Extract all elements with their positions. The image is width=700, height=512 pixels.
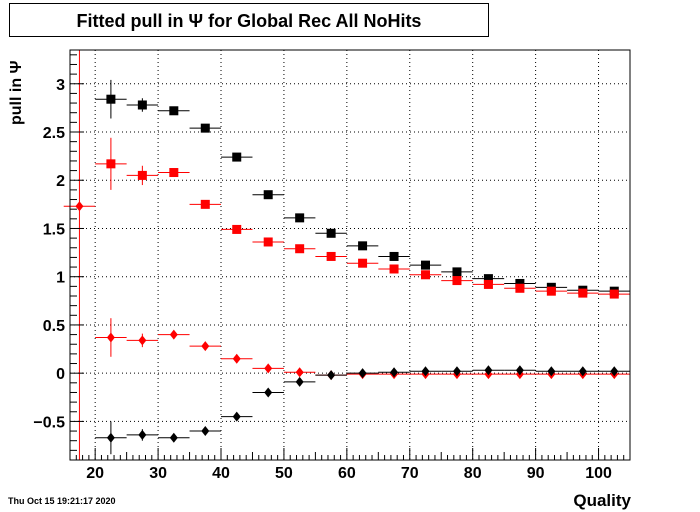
chart-title: Fitted pull in Ψ for Global Rec All NoHi… xyxy=(76,11,422,31)
data-point-square xyxy=(389,251,399,261)
data-point-square xyxy=(546,286,556,296)
data-point-diamond xyxy=(484,365,493,376)
data-point-diamond xyxy=(295,367,304,378)
data-point-diamond xyxy=(106,432,115,443)
x-tick-label: 50 xyxy=(275,465,293,482)
data-point-square xyxy=(452,276,462,286)
y-tick-label: 1.5 xyxy=(43,221,65,238)
data-point-square xyxy=(326,228,336,238)
data-point-diamond xyxy=(138,335,147,346)
y-tick-label: 0 xyxy=(56,366,65,383)
data-point-square xyxy=(169,106,179,116)
data-point-diamond xyxy=(390,367,399,378)
data-point-diamond xyxy=(264,363,273,374)
y-tick-label: 2.5 xyxy=(43,125,65,142)
y-tick-label: 0.5 xyxy=(43,318,65,335)
x-tick-label: 40 xyxy=(212,465,230,482)
data-point-diamond xyxy=(201,426,210,437)
x-tick-label: 20 xyxy=(86,465,104,482)
data-point-square xyxy=(389,264,399,274)
data-point-diamond xyxy=(106,332,115,343)
data-point-square xyxy=(483,274,493,284)
x-axis-label: Quality xyxy=(573,491,631,510)
data-point-diamond xyxy=(421,366,430,377)
data-point-square xyxy=(421,270,431,280)
y-tick-label: 1 xyxy=(56,270,65,287)
data-point-diamond xyxy=(232,353,241,364)
data-point-square xyxy=(232,224,242,234)
data-point-square xyxy=(169,168,179,178)
data-point-square xyxy=(609,289,619,299)
data-point-square xyxy=(137,170,147,180)
data-point-diamond xyxy=(169,329,178,340)
axes: 20 30 40 50 60 70 80 90 100 −0.5 0 0.5 1 1.5 2 2.5 3 xyxy=(33,49,631,482)
x-tick-label: 80 xyxy=(464,465,482,482)
data-point-diamond xyxy=(452,366,461,377)
data-point-square xyxy=(263,237,273,247)
data-point-square xyxy=(515,278,525,288)
grid xyxy=(70,50,630,460)
data-point-square xyxy=(326,251,336,261)
data-point-square xyxy=(137,100,147,110)
x-tick-label: 70 xyxy=(401,465,419,482)
data-point-square xyxy=(358,258,368,268)
data-point-diamond xyxy=(201,341,210,352)
data-point-diamond xyxy=(327,370,336,381)
data-point-square xyxy=(106,94,116,104)
data-point-square xyxy=(515,283,525,293)
y-axis-label: pull in Ψ xyxy=(8,60,25,126)
x-tick-label: 60 xyxy=(338,465,356,482)
data-layer xyxy=(63,79,630,455)
data-point-diamond xyxy=(75,201,84,212)
data-point-square xyxy=(452,267,462,277)
x-tick-label: 100 xyxy=(585,465,612,482)
data-point-diamond xyxy=(169,432,178,443)
y-tick-label: 3 xyxy=(56,77,65,94)
y-tick-label: −0.5 xyxy=(33,414,65,431)
data-point-diamond xyxy=(578,366,587,377)
data-point-square xyxy=(200,199,210,209)
timestamp: Thu Oct 15 19:21:17 2020 xyxy=(8,496,116,506)
data-point-square xyxy=(483,279,493,289)
data-point-diamond xyxy=(138,429,147,440)
data-point-diamond xyxy=(515,365,524,376)
data-point-diamond xyxy=(264,387,273,398)
data-point-square xyxy=(295,213,305,223)
data-point-square xyxy=(200,123,210,133)
data-point-diamond xyxy=(547,366,556,377)
plot-frame xyxy=(69,49,631,461)
x-tick-label: 30 xyxy=(149,465,167,482)
data-point-square xyxy=(421,260,431,270)
data-point-square xyxy=(232,152,242,162)
chart-title-box: Fitted pull in Ψ for Global Rec All NoHi… xyxy=(9,3,489,37)
data-point-square xyxy=(106,159,116,169)
data-point-square xyxy=(578,288,588,298)
y-tick-label: 2 xyxy=(56,173,65,190)
data-point-square xyxy=(358,241,368,251)
data-point-square xyxy=(263,190,273,200)
data-point-diamond xyxy=(232,411,241,422)
data-point-diamond xyxy=(358,368,367,379)
data-point-diamond xyxy=(295,376,304,387)
x-tick-label: 90 xyxy=(527,465,545,482)
data-point-square xyxy=(295,244,305,254)
data-point-diamond xyxy=(610,366,619,377)
